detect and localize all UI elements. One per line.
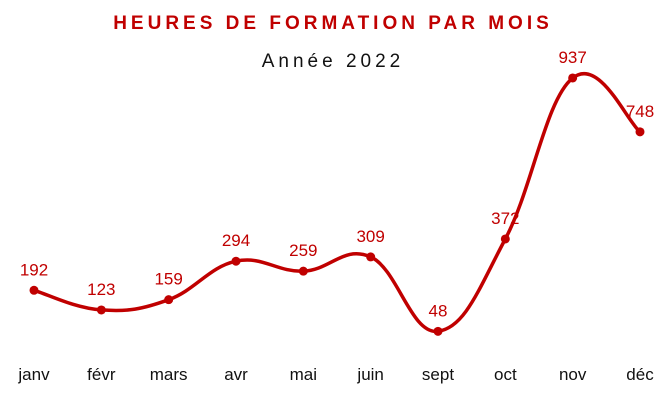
data-label-avr: 294 — [222, 231, 250, 250]
plot-area: 192 janv 123 févr 159 mars 294 avr 259 mai 309 juin… — [17, 48, 654, 384]
category-label-févr: févr — [87, 365, 116, 384]
data-point-mai — [298, 266, 308, 276]
data-label-févr: 123 — [87, 280, 115, 299]
data-point-avr — [231, 256, 241, 266]
category-label-nov: nov — [559, 365, 587, 384]
data-point-nov — [568, 73, 578, 83]
category-label-juin: juin — [356, 365, 383, 384]
chart-title: HEURES DE FORMATION PAR MOIS — [113, 13, 553, 34]
data-point-sept — [433, 326, 443, 336]
data-point-janv — [29, 285, 39, 295]
data-label-déc: 748 — [626, 102, 654, 121]
category-label-mars: mars — [150, 365, 188, 384]
data-point-déc — [635, 127, 645, 137]
category-label-mai: mai — [290, 365, 317, 384]
data-point-févr — [96, 305, 106, 315]
category-label-sept: sept — [422, 365, 454, 384]
data-label-mai: 259 — [289, 241, 317, 260]
data-label-janv: 192 — [20, 260, 48, 279]
category-label-oct: oct — [494, 365, 517, 384]
chart-subtitle: Année 2022 — [262, 51, 405, 72]
data-point-juin — [366, 252, 376, 262]
series-line — [32, 72, 642, 334]
data-label-mars: 159 — [154, 270, 182, 289]
data-point-oct — [500, 234, 510, 244]
data-label-juin: 309 — [356, 227, 384, 246]
category-label-avr: avr — [224, 365, 248, 384]
data-label-nov: 937 — [558, 48, 586, 67]
data-label-oct: 372 — [491, 209, 519, 228]
data-label-sept: 48 — [429, 301, 448, 320]
category-label-déc: déc — [626, 365, 654, 384]
category-label-janv: janv — [17, 365, 50, 384]
data-point-mars — [164, 295, 174, 305]
